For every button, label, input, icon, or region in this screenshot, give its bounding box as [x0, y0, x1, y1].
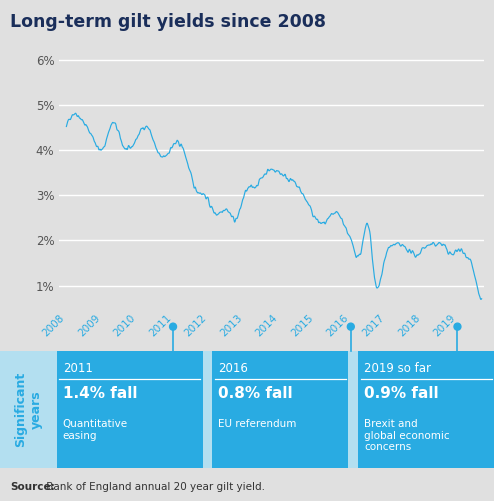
Text: 2010: 2010 — [112, 313, 137, 339]
Text: 2009: 2009 — [76, 313, 102, 339]
FancyBboxPatch shape — [203, 351, 212, 468]
Text: 2016: 2016 — [325, 313, 351, 339]
FancyBboxPatch shape — [0, 351, 57, 468]
Text: 2016: 2016 — [218, 363, 248, 375]
FancyBboxPatch shape — [57, 351, 203, 468]
Text: 2008: 2008 — [41, 313, 66, 339]
Text: 2019 so far: 2019 so far — [364, 363, 431, 375]
Text: 2011: 2011 — [63, 363, 92, 375]
Text: Source:: Source: — [10, 482, 55, 492]
FancyBboxPatch shape — [348, 351, 358, 468]
Text: EU referendum: EU referendum — [218, 419, 297, 429]
FancyBboxPatch shape — [212, 351, 348, 468]
FancyBboxPatch shape — [358, 351, 494, 468]
Text: Brexit and
global economic
concerns: Brexit and global economic concerns — [364, 419, 450, 452]
Text: 2014: 2014 — [254, 313, 280, 339]
Text: Long-term gilt yields since 2008: Long-term gilt yields since 2008 — [10, 13, 326, 31]
Text: 2018: 2018 — [396, 313, 422, 339]
Text: 2011: 2011 — [147, 313, 173, 339]
Text: 2013: 2013 — [218, 313, 244, 339]
Text: 1.4% fall: 1.4% fall — [63, 386, 137, 401]
Text: Significant
years: Significant years — [14, 372, 42, 447]
Text: Bank of England annual 20 year gilt yield.: Bank of England annual 20 year gilt yiel… — [43, 482, 265, 492]
Text: Quantitative
easing: Quantitative easing — [63, 419, 128, 440]
Text: 2012: 2012 — [183, 313, 208, 339]
Text: 2017: 2017 — [361, 313, 386, 339]
Text: 0.8% fall: 0.8% fall — [218, 386, 293, 401]
Text: 0.9% fall: 0.9% fall — [364, 386, 439, 401]
Text: 2015: 2015 — [289, 313, 315, 339]
Text: 2019: 2019 — [432, 313, 457, 339]
